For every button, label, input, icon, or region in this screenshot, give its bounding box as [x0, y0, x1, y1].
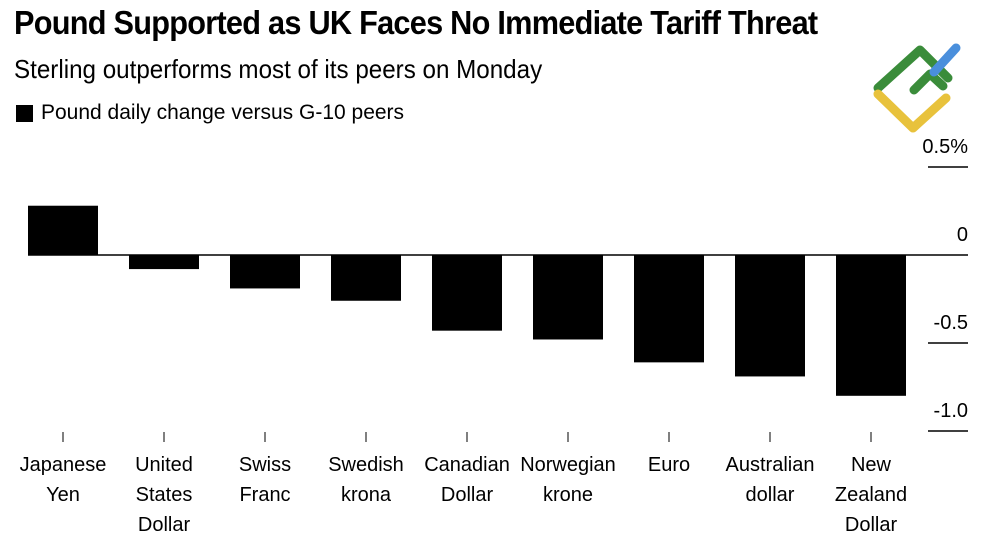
x-tick-label-line: Japanese — [20, 454, 107, 476]
x-tick-label: Euro — [648, 454, 690, 476]
x-tick-label-line: krone — [543, 484, 593, 506]
x-tick-label: Japanese Yen — [20, 454, 107, 506]
x-tick-label-line: Australian — [726, 454, 815, 476]
x-tick-label-line: Franc — [239, 484, 290, 506]
x-tick-label-line: Euro — [648, 454, 690, 476]
x-tick-label: United States Dollar — [135, 454, 193, 536]
legend-swatch — [16, 104, 33, 122]
x-tick-label-line: Swiss — [239, 454, 291, 476]
y-tick-label: -0.5 — [934, 312, 968, 334]
x-tick-label-line: Dollar — [845, 514, 898, 536]
brand-logo-icon — [873, 43, 961, 133]
x-tick-label: New Zealand Dollar — [835, 454, 907, 536]
x-tick-label-line: States — [136, 484, 193, 506]
x-tick-label-line: Dollar — [138, 514, 191, 536]
bar — [432, 255, 502, 331]
chart-title: Pound Supported as UK Faces No Immediate… — [14, 4, 818, 41]
bar — [836, 255, 906, 396]
x-tick-label-line: Swedish — [328, 454, 404, 476]
y-tick-label: 0 — [957, 224, 968, 246]
x-tick-label-line: Yen — [46, 484, 80, 506]
x-tick-label-line: Norwegian — [520, 454, 616, 476]
x-tick-label: Canadian Dollar — [424, 454, 510, 506]
bar — [331, 255, 401, 301]
y-tick-label: -1.0 — [934, 400, 968, 422]
bar — [533, 255, 603, 340]
x-tick-label-line: dollar — [746, 484, 795, 506]
x-tick-label: Australian dollar — [726, 454, 815, 506]
x-tick-label-line: United — [135, 454, 193, 476]
legend-label: Pound daily change versus G-10 peers — [41, 101, 405, 124]
bar — [28, 205, 98, 255]
x-tick-label-line: krona — [341, 484, 392, 506]
x-tick-label: Swedish krona — [328, 454, 404, 506]
bar — [129, 255, 199, 270]
x-tick-label-line: Dollar — [441, 484, 494, 506]
x-tick-label-line: Canadian — [424, 454, 510, 476]
chart-subtitle: Sterling outperforms most of its peers o… — [14, 54, 543, 84]
y-tick-label: 0.5% — [922, 136, 968, 158]
legend: Pound daily change versus G-10 peers — [16, 101, 404, 125]
bar — [634, 255, 704, 363]
x-tick-label-line: New — [851, 454, 892, 476]
x-tick-label-line: Zealand — [835, 484, 907, 506]
bar — [735, 255, 805, 377]
x-tick-label: Norwegian krone — [520, 454, 616, 506]
bar — [230, 255, 300, 289]
x-tick-label: Swiss Franc — [239, 454, 291, 506]
